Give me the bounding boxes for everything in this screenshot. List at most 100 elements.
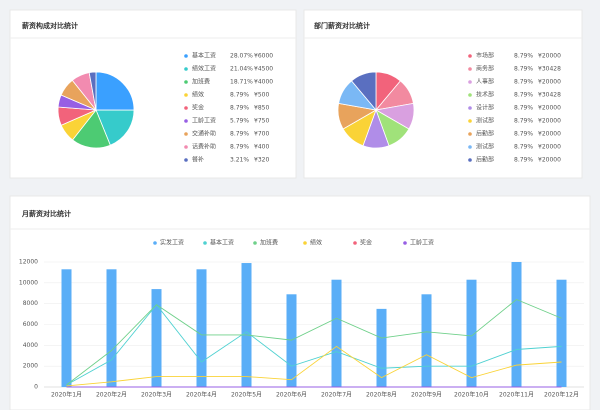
x-tick-label: 2020年7月 (321, 391, 352, 399)
legend-percent: 8.79% (514, 144, 533, 151)
legend-dot (184, 158, 188, 162)
y-tick-label: 12000 (19, 259, 38, 266)
legend-label: 人事部 (476, 78, 494, 86)
legend-amount: ¥20000 (538, 144, 561, 151)
bar (286, 294, 297, 387)
legend-dot (184, 93, 188, 97)
legend-label: 加班费 (192, 78, 210, 86)
x-tick-label: 2020年5月 (231, 391, 262, 399)
x-tick-label: 2020年10月 (454, 391, 489, 399)
legend-label: 交通补助 (192, 130, 216, 138)
legend-label: 绩效 (310, 239, 322, 247)
legend-amount: ¥320 (254, 157, 269, 164)
legend-percent: 5.79% (230, 118, 249, 125)
legend-label: 加班费 (260, 239, 278, 247)
legend-percent: 8.79% (514, 157, 533, 164)
x-tick-label: 2020年4月 (186, 391, 217, 399)
bar (466, 279, 477, 387)
legend-dot (184, 80, 188, 84)
legend-label: 工龄工资 (192, 117, 216, 125)
legend-percent: 8.79% (230, 144, 249, 151)
bar (61, 269, 72, 387)
legend-dot (184, 106, 188, 110)
legend-dot (184, 132, 188, 136)
y-tick-label: 4000 (23, 342, 38, 349)
legend-amount: ¥20000 (538, 157, 561, 164)
legend-amount: ¥750 (254, 118, 269, 125)
y-tick-label: 8000 (23, 300, 38, 307)
legend-dot (468, 106, 472, 110)
pie-slice (95, 109, 135, 146)
legend-percent: 8.79% (514, 53, 533, 60)
legend-dot (468, 132, 472, 136)
chart-title: 薪资构成对比统计 (22, 21, 78, 30)
legend-dot (184, 54, 188, 58)
legend-percent: 8.79% (514, 118, 533, 125)
legend-amount: ¥850 (254, 105, 269, 112)
legend-percent: 21.04% (230, 66, 253, 73)
legend-percent: 8.79% (514, 105, 533, 112)
bar (556, 279, 567, 387)
legend-amount: ¥700 (254, 131, 269, 138)
legend-dot (303, 241, 307, 245)
legend-amount: ¥30428 (538, 92, 561, 99)
line-series (66, 345, 562, 387)
bar (151, 289, 162, 387)
legend-percent: 3.21% (230, 157, 249, 164)
legend-label: 奖金 (192, 104, 204, 112)
line-series (66, 298, 562, 386)
legend-label: 市场部 (476, 52, 494, 60)
legend-amount: ¥400 (254, 144, 269, 151)
y-tick-label: 10000 (19, 279, 38, 286)
panel (9, 195, 591, 410)
x-tick-label: 2020年6月 (276, 391, 307, 399)
legend-amount: ¥20000 (538, 79, 561, 86)
legend-amount: ¥6000 (254, 53, 273, 60)
y-tick-label: 6000 (23, 321, 38, 328)
legend-label: 绩效 (192, 91, 204, 99)
legend-dot (153, 241, 157, 245)
legend-label: 设计部 (476, 104, 494, 112)
x-tick-label: 2020年1月 (51, 391, 82, 399)
legend-amount: ¥20000 (538, 131, 561, 138)
legend-dot (468, 119, 472, 123)
legend-percent: 8.79% (230, 92, 249, 99)
x-tick-label: 2020年2月 (96, 391, 127, 399)
legend-percent: 8.79% (514, 66, 533, 73)
legend-amount: ¥4500 (254, 66, 273, 73)
legend-label: 绩效工资 (192, 65, 216, 73)
legend-amount: ¥20000 (538, 105, 561, 112)
legend-label: 测试部 (476, 143, 494, 151)
y-tick-label: 2000 (23, 363, 38, 370)
legend-dot (184, 119, 188, 123)
legend-dot (353, 241, 357, 245)
legend-label: 餐补 (192, 156, 204, 164)
legend-percent: 8.79% (514, 131, 533, 138)
legend-label: 测试部 (476, 117, 494, 125)
legend-dot (403, 241, 407, 245)
legend-percent: 8.79% (514, 92, 533, 99)
legend-dot (468, 80, 472, 84)
y-tick-label: 0 (34, 384, 38, 391)
legend-percent: 8.79% (230, 131, 249, 138)
x-tick-label: 2020年8月 (366, 391, 397, 399)
legend-dot (468, 158, 472, 162)
legend-label: 后勤部 (476, 156, 494, 164)
x-tick-label: 2020年12月 (544, 391, 579, 399)
legend-percent: 18.71% (230, 79, 253, 86)
bar (241, 263, 252, 387)
bar (196, 269, 207, 387)
legend-label: 基本工资 (192, 52, 216, 60)
legend-label: 话费补助 (192, 143, 216, 151)
legend-amount: ¥30428 (538, 66, 561, 73)
legend-amount: ¥20000 (538, 53, 561, 60)
bar (421, 294, 432, 387)
chart-title: 部门薪资对比统计 (314, 21, 370, 30)
legend-dot (468, 145, 472, 149)
bar (511, 262, 522, 387)
legend-label: 工龄工资 (410, 239, 434, 247)
x-tick-label: 2020年3月 (141, 391, 172, 399)
legend-amount: ¥4000 (254, 79, 273, 86)
bar (331, 279, 342, 387)
